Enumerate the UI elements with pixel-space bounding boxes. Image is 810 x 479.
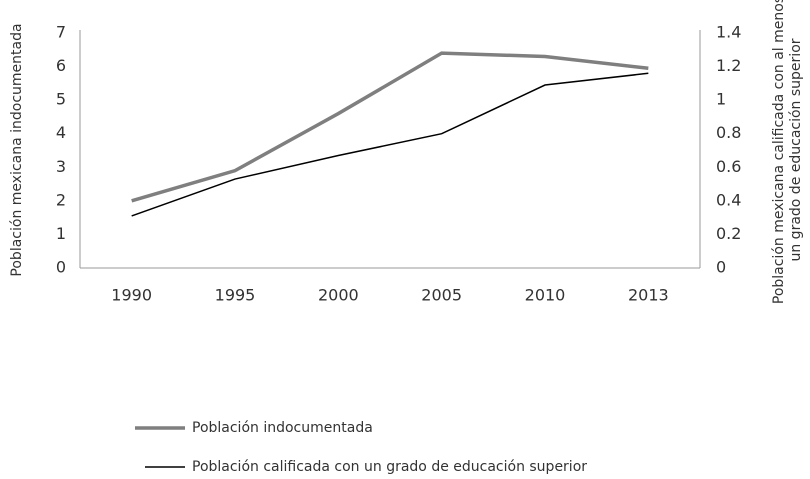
y2-tick-label: 1.4: [716, 23, 741, 42]
series-line: [131, 72, 649, 217]
y-tick-label: 7: [56, 23, 66, 42]
y2-tick-label: 0: [716, 258, 726, 277]
y-tick-label: 5: [56, 90, 66, 109]
legend-label: Población calificada con un grado de edu…: [192, 459, 587, 475]
y-tick-label: 6: [56, 56, 66, 75]
x-tick-label: 2013: [628, 286, 669, 305]
y-tick-label: 1: [56, 224, 66, 243]
y-tick-label: 0: [56, 258, 66, 277]
y2-tick-label: 0.8: [716, 123, 741, 142]
x-tick-label: 2005: [421, 286, 462, 305]
y-tick-label: 3: [56, 157, 66, 176]
y-tick-label: 4: [56, 123, 66, 142]
y2-tick-label: 0.4: [716, 190, 741, 209]
y2-tick-label: 1: [716, 90, 726, 109]
y2-tick-label: 0.6: [716, 157, 741, 176]
series-line: [131, 51, 649, 203]
y-tick-label: 2: [56, 190, 66, 209]
y-axis-title: Población mexicana indocumentada: [9, 23, 25, 276]
y2-axis-title: Población mexicana calificada con al men…: [771, 0, 787, 304]
y2-axis-title: un grado de educación superior: [788, 38, 804, 261]
x-tick-label: 2000: [318, 286, 359, 305]
legend-label: Población indocumentada: [192, 420, 373, 436]
y2-tick-label: 0.2: [716, 224, 741, 243]
x-tick-label: 2010: [525, 286, 566, 305]
x-tick-label: 1995: [215, 286, 256, 305]
x-tick-label: 1990: [111, 286, 152, 305]
y2-tick-label: 1.2: [716, 56, 741, 75]
